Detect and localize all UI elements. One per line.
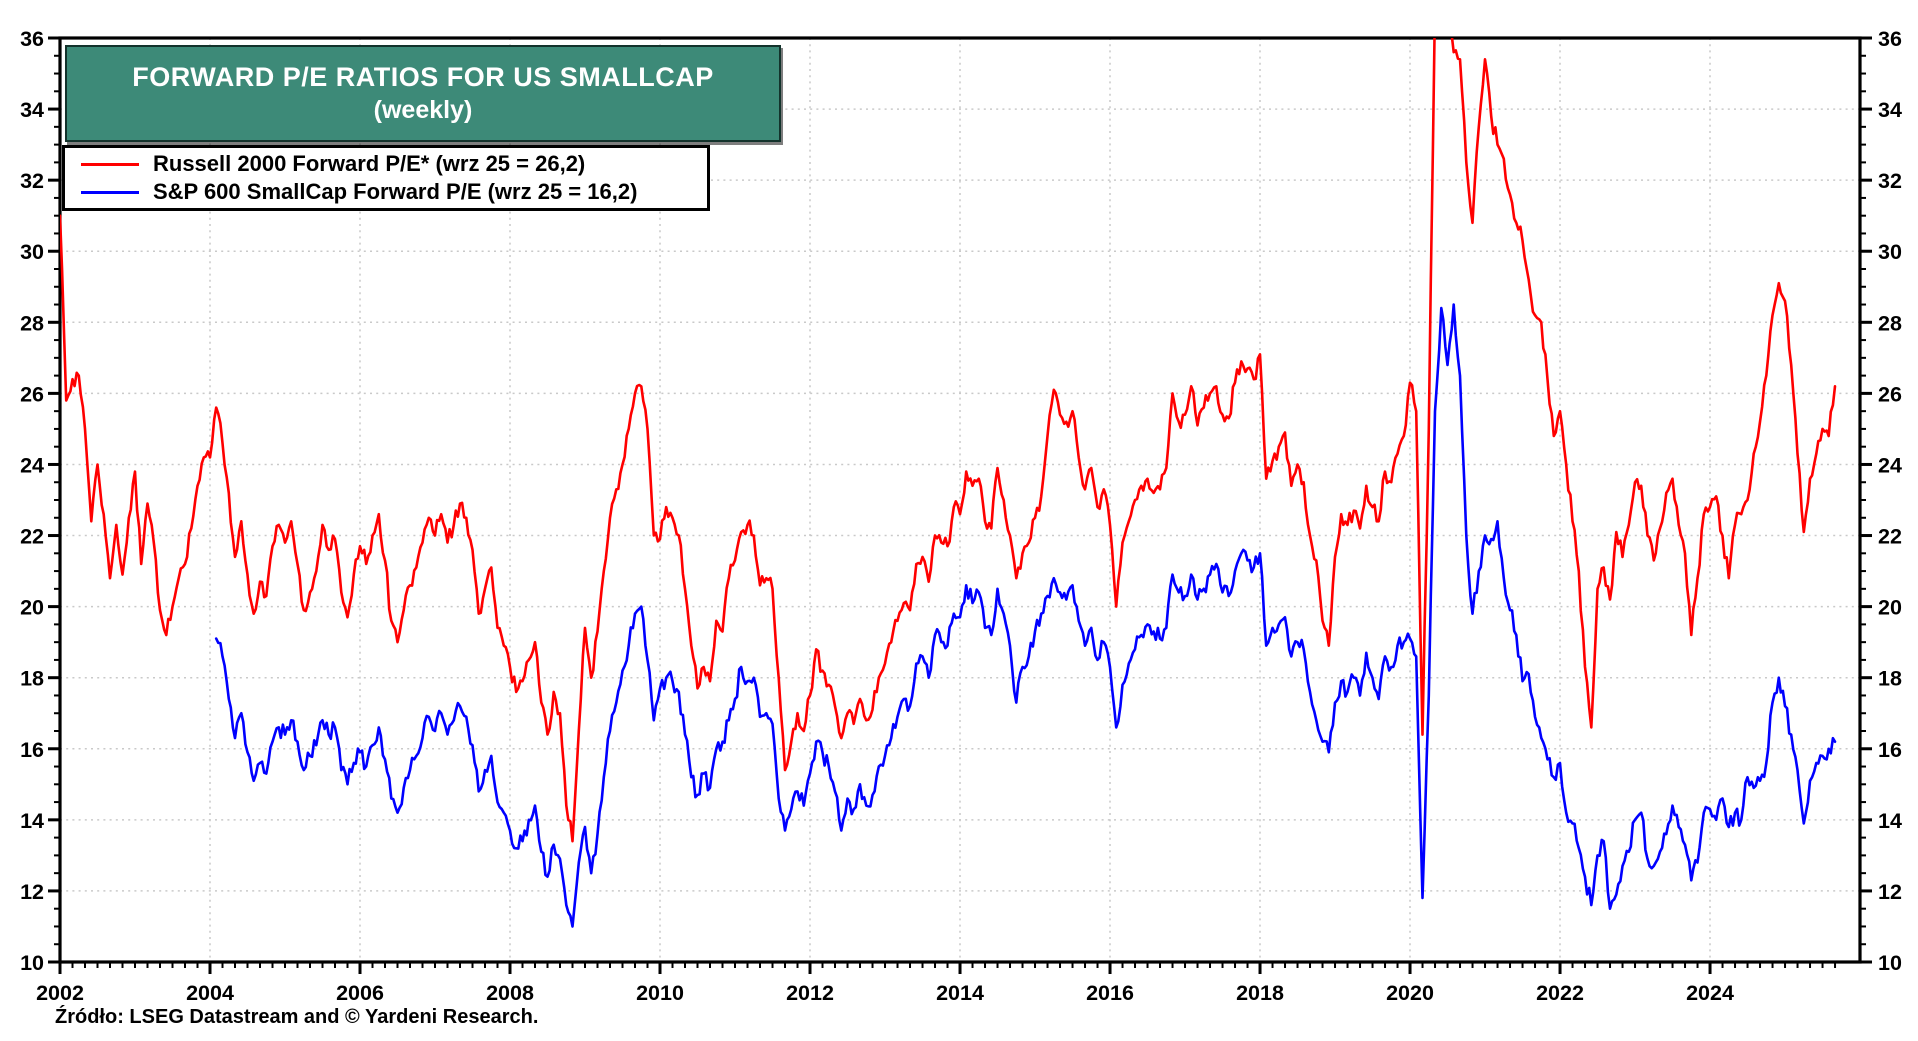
svg-text:30: 30 [20,240,44,264]
svg-text:10: 10 [1878,951,1902,975]
svg-text:2004: 2004 [186,981,234,1005]
svg-text:24: 24 [20,453,44,477]
legend-line-sample-sp600 [81,190,139,194]
svg-text:2012: 2012 [786,981,834,1005]
svg-text:14: 14 [20,809,44,833]
svg-text:32: 32 [1878,169,1902,193]
svg-text:2018: 2018 [1236,981,1284,1005]
series-group [60,38,1837,928]
svg-text:34: 34 [1878,98,1902,122]
svg-text:2022: 2022 [1536,981,1584,1005]
svg-text:36: 36 [1878,27,1902,51]
chart-title: FORWARD P/E RATIOS FOR US SMALLCAP [132,62,714,92]
legend-label-russell2000: Russell 2000 Forward P/E* (wrz 25 = 26,2… [153,151,586,176]
chart-title-box: FORWARD P/E RATIOS FOR US SMALLCAP (week… [65,45,781,142]
svg-text:18: 18 [20,667,44,691]
plot-frame [58,36,1862,964]
svg-text:32: 32 [20,169,44,193]
series-line-russell2000 [60,38,1837,843]
svg-text:22: 22 [1878,525,1902,549]
svg-text:12: 12 [1878,880,1902,904]
svg-text:10: 10 [20,951,44,975]
svg-text:20: 20 [1878,596,1902,620]
gridlines [60,38,1860,962]
svg-text:2020: 2020 [1386,981,1434,1005]
svg-text:2024: 2024 [1686,981,1734,1005]
legend-row: Russell 2000 Forward P/E* (wrz 25 = 26,2… [73,150,699,178]
svg-text:2008: 2008 [486,981,534,1005]
series-line-sp600 [214,303,1837,928]
svg-text:2016: 2016 [1086,981,1134,1005]
svg-text:2006: 2006 [336,981,384,1005]
svg-text:2014: 2014 [936,981,984,1005]
legend-line-sample-russell2000 [81,162,139,166]
svg-text:16: 16 [20,738,44,762]
svg-text:2010: 2010 [636,981,684,1005]
svg-text:14: 14 [1878,809,1902,833]
svg-text:30: 30 [1878,240,1902,264]
svg-text:28: 28 [20,311,44,335]
svg-text:20: 20 [20,596,44,620]
chart-subtitle: (weekly) [373,95,473,124]
legend-box: Russell 2000 Forward P/E* (wrz 25 = 26,2… [62,145,710,211]
legend-label-sp600: S&P 600 SmallCap Forward P/E (wrz 25 = 1… [153,179,638,204]
svg-text:16: 16 [1878,738,1902,762]
svg-text:2002: 2002 [36,981,84,1005]
source-note: Źródło: LSEG Datastream and © Yardeni Re… [55,1006,539,1028]
svg-text:26: 26 [1878,382,1902,406]
svg-text:18: 18 [1878,667,1902,691]
svg-text:12: 12 [20,880,44,904]
svg-text:28: 28 [1878,311,1902,335]
svg-text:26: 26 [20,382,44,406]
svg-text:34: 34 [20,98,44,122]
svg-text:24: 24 [1878,453,1902,477]
legend-row: S&P 600 SmallCap Forward P/E (wrz 25 = 1… [73,178,699,206]
svg-text:22: 22 [20,525,44,549]
svg-text:36: 36 [20,27,44,51]
